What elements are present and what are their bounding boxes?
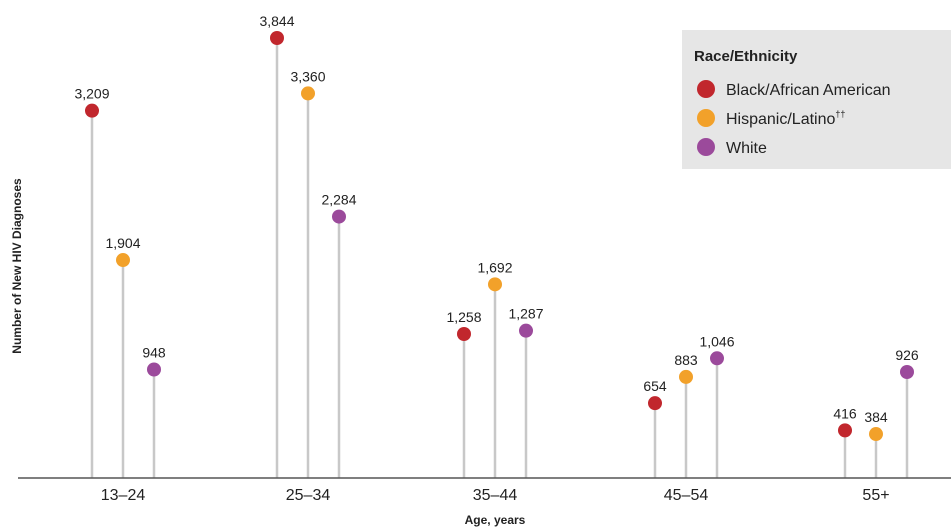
data-label-hispanic-latino-13-24: 1,904 — [105, 235, 140, 251]
marker-white-35-44 — [519, 323, 533, 338]
legend-items: Black/African American Hispanic/Latino†† W… — [697, 80, 891, 157]
marker-hispanic-latino-35-44 — [488, 277, 502, 292]
x-tick-label-25-34: 25–34 — [286, 487, 331, 504]
legend-background — [682, 30, 951, 169]
data-label-white-25-34: 2,284 — [321, 192, 356, 208]
x-tick-labels: 13–24 25–34 35–44 45–54 55+ — [101, 487, 890, 504]
markers-layer — [85, 31, 914, 442]
legend: Race/Ethnicity Black/African American His… — [682, 30, 951, 169]
data-label-black-african-american-25-34: 3,844 — [259, 13, 294, 29]
marker-hispanic-latino-55 — [869, 427, 883, 442]
data-label-white-55: 926 — [895, 347, 919, 363]
marker-black-african-american-35-44 — [457, 327, 471, 342]
data-label-black-african-american-35-44: 1,258 — [446, 309, 481, 325]
legend-swatch-black-african-american — [697, 80, 715, 98]
data-labels-layer: 3,209 3,844 1,258 654 416 1,904 3,360 1,692 883 3… — [74, 13, 918, 425]
data-label-black-african-american-55: 416 — [833, 405, 857, 421]
legend-swatch-white — [697, 138, 715, 156]
marker-white-25-34 — [332, 209, 346, 224]
data-label-white-13-24: 948 — [142, 344, 166, 360]
legend-label-black-african-american: Black/African American — [726, 82, 891, 99]
data-label-hispanic-latino-45-54: 883 — [674, 352, 698, 368]
marker-black-african-american-13-24 — [85, 103, 99, 118]
x-tick-label-45-54: 45–54 — [664, 487, 709, 504]
marker-black-african-american-55 — [838, 423, 852, 438]
x-tick-label-35-44: 35–44 — [473, 487, 518, 504]
stems-layer — [90, 38, 909, 478]
legend-label-superscript: †† — [835, 109, 845, 119]
data-label-hispanic-latino-55: 384 — [864, 409, 888, 425]
data-label-hispanic-latino-25-34: 3,360 — [290, 68, 325, 84]
marker-white-55 — [900, 365, 914, 380]
marker-black-african-american-25-34 — [270, 31, 284, 45]
marker-hispanic-latino-13-24 — [116, 253, 130, 268]
marker-white-13-24 — [147, 362, 161, 377]
data-label-black-african-american-45-54: 654 — [643, 378, 667, 394]
legend-label-white: White — [726, 140, 767, 157]
data-label-hispanic-latino-35-44: 1,692 — [477, 259, 512, 275]
data-label-black-african-american-13-24: 3,209 — [74, 86, 109, 102]
legend-title: Race/Ethnicity — [694, 48, 798, 65]
data-label-white-45-54: 1,046 — [699, 333, 734, 349]
y-axis-title: Number of New HIV Diagnoses — [10, 178, 24, 354]
legend-swatch-hispanic-latino — [697, 109, 715, 127]
x-axis-title: Age, years — [465, 513, 526, 527]
marker-white-45-54 — [710, 351, 724, 366]
data-label-white-35-44: 1,287 — [508, 306, 543, 322]
marker-hispanic-latino-25-34 — [301, 86, 315, 101]
marker-hispanic-latino-45-54 — [679, 369, 693, 384]
x-tick-label-55: 55+ — [862, 487, 889, 504]
legend-label-hispanic-latino: Hispanic/Latino†† — [726, 109, 845, 128]
marker-black-african-american-45-54 — [648, 396, 662, 411]
x-tick-label-13-24: 13–24 — [101, 487, 146, 504]
